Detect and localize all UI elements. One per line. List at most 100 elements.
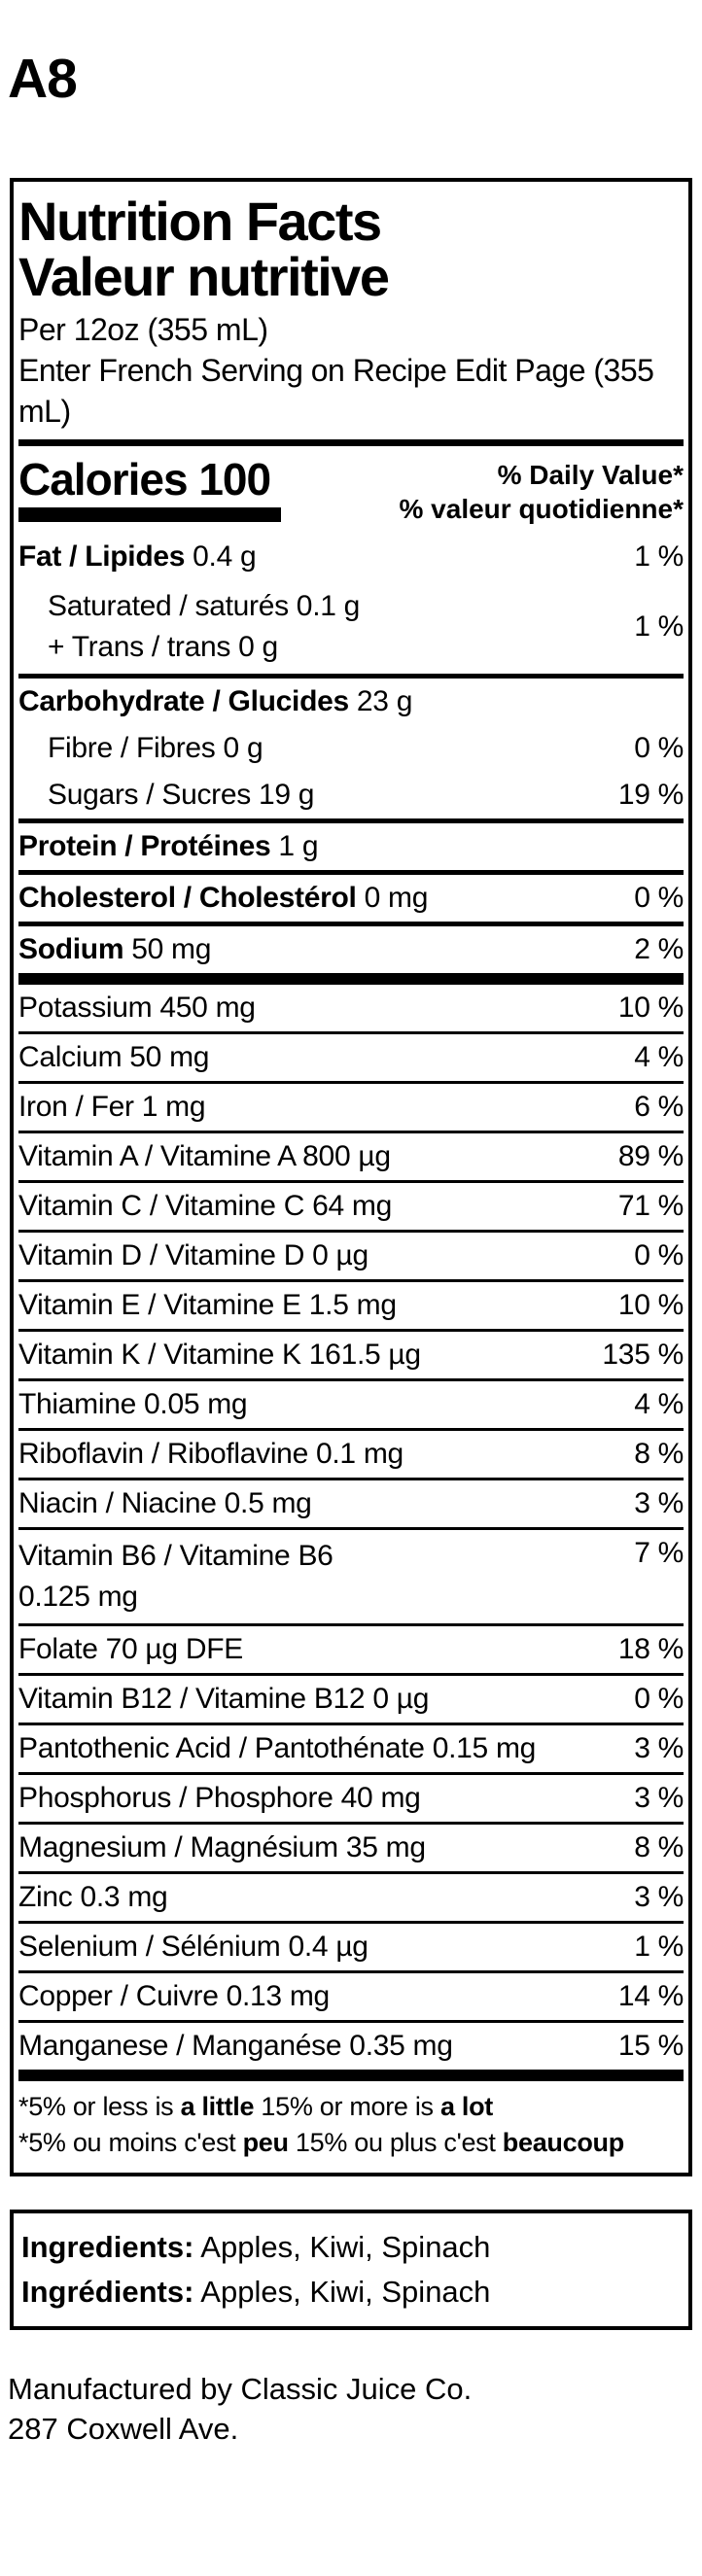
daily-value-percent: 0 %: [634, 1683, 684, 1715]
nutrient-name: Niacin / Niacine 0.5 mg: [18, 1487, 312, 1519]
nutrient-name: Phosphorus / Phosphore 40 mg: [18, 1782, 421, 1814]
daily-value-percent: 1 %: [634, 1931, 684, 1963]
nutrient-line: 0.125 mg: [18, 1581, 138, 1613]
nutrient-row: Riboflavin / Riboflavine 0.1 mg 8 %: [18, 1431, 684, 1478]
nutrient-row: Niacin / Niacine 0.5 mg 3 %: [18, 1480, 684, 1527]
nutrient-name: Folate 70 µg DFE: [18, 1633, 243, 1665]
separator-thin: [18, 1031, 684, 1034]
daily-value-percent: 4 %: [634, 1041, 684, 1073]
nutrition-facts-panel: Nutrition Facts Valeur nutritive Per 12o…: [10, 178, 692, 2176]
daily-value-percent: 0 %: [634, 732, 684, 764]
separator-thin: [18, 1378, 684, 1381]
nutrient-name: Calcium 50 mg: [18, 1041, 210, 1073]
nutrient-name-bold: Carbohydrate / Glucides: [18, 685, 349, 717]
separator-thin: [18, 2020, 684, 2023]
serving-size-fr: Enter French Serving on Recipe Edit Page…: [18, 353, 654, 429]
footnote-emphasis: a little: [180, 2092, 255, 2121]
nutrient-row: Folate 70 µg DFE 18 %: [18, 1626, 684, 1673]
manufacturer-line: Manufactured by Classic Juice Co.: [8, 2372, 473, 2406]
separator-thick: [18, 973, 684, 985]
footnote-text: 15% or more is: [254, 2092, 440, 2121]
daily-value-percent: 14 %: [617, 1980, 684, 2012]
nutrition-facts-title-en: Nutrition Facts: [18, 191, 382, 252]
nutrient-name: Carbohydrate / Glucides 23 g: [18, 684, 412, 719]
separator-thin: [18, 1081, 684, 1084]
nutrient-row: Sugars / Sucres 19 g 19 %: [18, 772, 684, 818]
separator-thin: [18, 1131, 684, 1133]
nutrient-name: Vitamin D / Vitamine D 0 µg: [18, 1239, 369, 1271]
calories-block: Calories 100: [18, 455, 281, 522]
daily-value-percent: 71 %: [617, 1190, 684, 1222]
nutrient-row: Vitamin A / Vitamine A 800 µg 89 %: [18, 1133, 684, 1180]
calories-underbar: [18, 507, 281, 522]
daily-value-header-fr: % valeur quotidienne*: [399, 494, 684, 524]
nutrient-name-bold: Cholesterol / Cholestérol: [18, 882, 357, 914]
nutrient-row: Pantothenic Acid / Pantothénate 0.15 mg 3…: [18, 1725, 684, 1772]
nutrient-name: Sugars / Sucres 19 g: [48, 779, 315, 811]
separator-thin: [18, 1527, 684, 1530]
nutrient-name: Selenium / Sélénium 0.4 µg: [18, 1931, 369, 1963]
separator-thin: [18, 1673, 684, 1676]
daily-value-percent: 3 %: [634, 1732, 684, 1764]
manufacturer-info: Manufactured by Classic Juice Co. 287 Co…: [8, 2369, 702, 2449]
nutrient-row: Manganese / Manganése 0.35 mg 15 %: [18, 2023, 684, 2070]
nutrient-name-bold: Fat / Lipides: [18, 540, 186, 573]
nutrient-name-bold: Protein / Protéines: [18, 830, 271, 862]
nutrient-row: Thiamine 0.05 mg 4 %: [18, 1381, 684, 1428]
separator-medium: [18, 870, 684, 875]
nutrient-row: Phosphorus / Phosphore 40 mg 3 %: [18, 1775, 684, 1822]
nutrient-row: Calcium 50 mg 4 %: [18, 1034, 684, 1081]
daily-value-percent: 8 %: [634, 1438, 684, 1470]
nutrient-line: Saturated / saturés 0.1 g: [48, 590, 361, 622]
nutrient-row: Zinc 0.3 mg 3 %: [18, 1874, 684, 1921]
nutrient-row: Vitamin B6 / Vitamine B6 0.125 mg 7 %: [18, 1530, 684, 1623]
separator-thin: [18, 1478, 684, 1480]
separator-thin: [18, 1822, 684, 1825]
footnote-text: 15% ou plus c'est: [288, 2128, 503, 2157]
nutrient-name: Copper / Cuivre 0.13 mg: [18, 1980, 330, 2012]
nutrient-row: Saturated / saturés 0.1 g + Trans / trans…: [18, 580, 684, 674]
nutrient-amount: 0.4 g: [185, 540, 257, 573]
nutrient-row: Fat / Lipides 0.4 g 1 %: [18, 534, 684, 580]
calories-section: Calories 100 % Daily Value* % valeur quo…: [18, 446, 684, 534]
nutrient-row: Vitamin K / Vitamine K 161.5 µg 135 %: [18, 1332, 684, 1378]
daily-value-header: % Daily Value* % valeur quotidienne*: [400, 455, 684, 526]
calories-label: Calories: [18, 454, 189, 505]
daily-value-percent: 10 %: [617, 1289, 684, 1321]
separator-medium: [18, 674, 684, 679]
ingredients-value-fr: Apples, Kiwi, Spinach: [193, 2275, 491, 2309]
daily-value-percent: 8 %: [634, 1831, 684, 1863]
ingredients-value-en: Apples, Kiwi, Spinach: [193, 2230, 491, 2264]
separator-thin: [18, 1970, 684, 1973]
nutrient-rows: Fat / Lipides 0.4 g 1 % Saturated / saturé…: [18, 534, 684, 2081]
nutrient-row: Carbohydrate / Glucides 23 g: [18, 679, 684, 725]
nutrient-name: Vitamin B6 / Vitamine B6 0.125 mg: [18, 1536, 333, 1618]
footnote-en: *5% or less is a little 15% or more is a…: [18, 2089, 684, 2125]
separator-medium: [18, 818, 684, 823]
daily-value-percent: 18 %: [617, 1633, 684, 1665]
nutrient-row: Vitamin B12 / Vitamine B12 0 µg 0 %: [18, 1676, 684, 1723]
daily-value-percent: 15 %: [617, 2030, 684, 2062]
footnote-emphasis: beaucoup: [502, 2128, 624, 2157]
nutrient-line: + Trans / trans 0 g: [48, 631, 278, 663]
separator-thin: [18, 1230, 684, 1233]
daily-value-percent: 89 %: [617, 1140, 684, 1172]
footnotes: *5% or less is a little 15% or more is a…: [18, 2081, 684, 2173]
header-rule: [18, 439, 684, 446]
nutrient-row: Fibre / Fibres 0 g 0 %: [18, 725, 684, 772]
nutrient-row: Vitamin D / Vitamine D 0 µg 0 %: [18, 1233, 684, 1279]
nutrient-row: Iron / Fer 1 mg 6 %: [18, 1084, 684, 1131]
nutrient-name-bold: Sodium: [18, 933, 124, 965]
separator-thin: [18, 1623, 684, 1626]
nutrient-name: Thiamine 0.05 mg: [18, 1388, 248, 1420]
footnote-emphasis: a lot: [439, 2092, 493, 2121]
footnote-text: *5% ou moins c'est: [18, 2128, 243, 2157]
nutrient-name: Zinc 0.3 mg: [18, 1881, 168, 1913]
nutrient-name: Manganese / Manganése 0.35 mg: [18, 2030, 453, 2062]
nutrient-name: Vitamin B12 / Vitamine B12 0 µg: [18, 1683, 430, 1715]
separator-thin: [18, 1723, 684, 1725]
nutrient-row: Selenium / Sélénium 0.4 µg 1 %: [18, 1924, 684, 1970]
nutrient-row: Vitamin E / Vitamine E 1.5 mg 10 %: [18, 1282, 684, 1329]
nutrient-row: Protein / Protéines 1 g: [18, 823, 684, 870]
nutrient-name: Riboflavin / Riboflavine 0.1 mg: [18, 1438, 404, 1470]
